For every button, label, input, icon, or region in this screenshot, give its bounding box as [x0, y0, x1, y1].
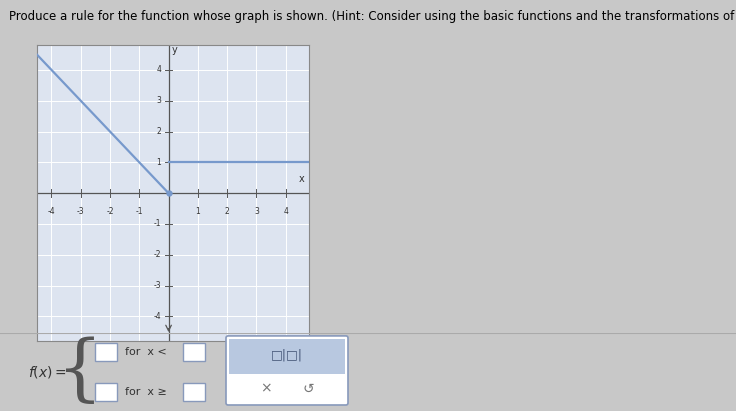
Text: ×: × [260, 382, 272, 396]
Text: 3: 3 [156, 96, 161, 105]
Text: 1: 1 [157, 158, 161, 167]
Text: 4: 4 [283, 207, 288, 216]
Text: 4: 4 [156, 65, 161, 74]
Text: 2: 2 [224, 207, 230, 216]
Text: for  x <: for x < [125, 347, 167, 357]
Bar [229, 339, 345, 374]
Text: -2: -2 [154, 250, 161, 259]
Text: □|□|: □|□| [271, 349, 303, 362]
Text: -4: -4 [154, 312, 161, 321]
Text: -1: -1 [135, 207, 143, 216]
Text: -3: -3 [154, 281, 161, 290]
Text: -3: -3 [77, 207, 85, 216]
Bar [95, 343, 117, 361]
Text: for  x ≥: for x ≥ [125, 387, 167, 397]
Text: ↺: ↺ [302, 382, 314, 396]
Text: x: x [299, 174, 305, 185]
Text: Produce a rule for the function whose graph is shown. (Hint: Consider using the : Produce a rule for the function whose gr… [9, 10, 736, 23]
Text: {: { [57, 337, 103, 407]
Text: $f(x)=$: $f(x)=$ [28, 364, 67, 380]
Text: y: y [172, 45, 178, 55]
Text: -1: -1 [154, 219, 161, 229]
Bar [183, 343, 205, 361]
FancyBboxPatch shape [226, 336, 348, 405]
Text: 1: 1 [196, 207, 200, 216]
Text: -4: -4 [48, 207, 55, 216]
Text: 2: 2 [157, 127, 161, 136]
Text: -2: -2 [106, 207, 114, 216]
Bar [95, 383, 117, 401]
Bar [183, 383, 205, 401]
Text: 3: 3 [254, 207, 259, 216]
